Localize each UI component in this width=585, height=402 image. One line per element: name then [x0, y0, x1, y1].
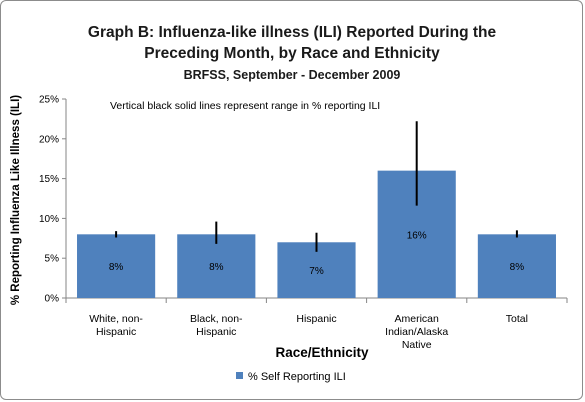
chart-title-line-2: Preceding Month, by Race and Ethnicity: [144, 45, 440, 62]
range-annotation: Vertical black solid lines represent ran…: [110, 100, 380, 112]
bar: [177, 234, 256, 298]
x-tick-label: Hispanic: [96, 326, 136, 338]
y-tick-label: 25%: [39, 95, 59, 106]
legend-swatch: [236, 372, 243, 379]
y-tick-label: 20%: [39, 134, 59, 145]
y-axis-label: % Reporting Influenza Like Illness (ILI): [10, 95, 22, 305]
plot-area: 0%5%10%15%20%25%8%White, non-Hispanic8%B…: [39, 95, 568, 351]
bar: [477, 234, 556, 298]
chart-subtitle: BRFSS, September - December 2009: [184, 68, 401, 82]
y-tick-label: 15%: [39, 174, 59, 185]
x-tick-label: Indian/Alaska: [385, 326, 448, 338]
x-tick-label: Black, non-: [190, 313, 243, 325]
data-label: 16%: [407, 230, 427, 241]
x-tick-label: American: [395, 313, 440, 325]
y-tick-label: 0%: [45, 294, 60, 305]
x-tick-label: White, non-: [89, 313, 143, 325]
x-tick-label: Total: [506, 313, 528, 325]
data-label: 8%: [510, 262, 525, 273]
legend-label: % Self Reporting ILI: [248, 371, 346, 383]
bar: [77, 234, 156, 298]
data-label: 7%: [309, 266, 324, 277]
x-tick-label: Native: [402, 339, 432, 351]
x-tick-label: Hispanic: [196, 326, 236, 338]
y-tick-label: 5%: [45, 254, 60, 265]
y-tick-label: 10%: [39, 214, 59, 225]
x-axis-label: Race/Ethnicity: [275, 345, 369, 360]
data-label: 8%: [109, 262, 124, 273]
data-label: 8%: [209, 262, 224, 273]
x-tick-label: Hispanic: [296, 313, 336, 325]
legend: % Self Reporting ILI: [236, 371, 346, 383]
chart-title-line-1: Graph B: Influenza-like illness (ILI) Re…: [88, 24, 497, 41]
